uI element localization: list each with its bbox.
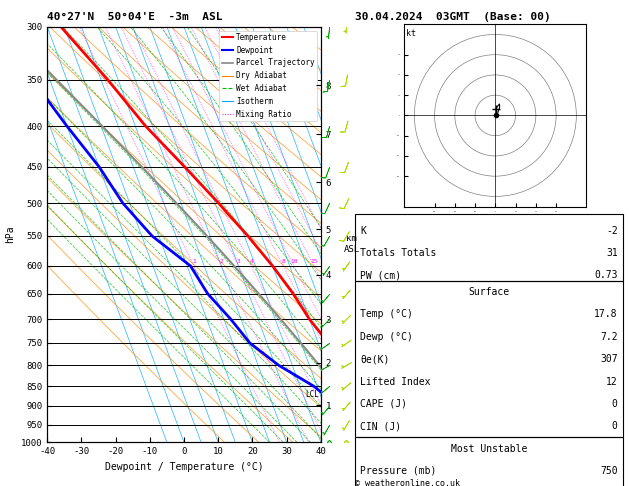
Text: © weatheronline.co.uk: © weatheronline.co.uk: [355, 479, 460, 486]
Text: 0: 0: [612, 421, 618, 431]
Text: 10: 10: [290, 259, 298, 263]
Text: 2: 2: [220, 259, 223, 263]
Text: 307: 307: [600, 354, 618, 364]
Text: CAPE (J): CAPE (J): [360, 399, 408, 409]
Text: 30.04.2024  03GMT  (Base: 00): 30.04.2024 03GMT (Base: 00): [355, 12, 551, 22]
Text: 4: 4: [249, 259, 253, 263]
Text: Surface: Surface: [469, 287, 509, 297]
Text: Lifted Index: Lifted Index: [360, 377, 431, 386]
Text: 0.73: 0.73: [594, 270, 618, 280]
Text: 12: 12: [606, 377, 618, 386]
Text: 750: 750: [600, 466, 618, 476]
Text: θe(K): θe(K): [360, 354, 390, 364]
Y-axis label: hPa: hPa: [5, 226, 15, 243]
Text: 15: 15: [310, 259, 318, 263]
Text: 8: 8: [281, 259, 285, 263]
Text: 17.8: 17.8: [594, 310, 618, 319]
Text: -2: -2: [606, 226, 618, 236]
X-axis label: Dewpoint / Temperature (°C): Dewpoint / Temperature (°C): [104, 462, 264, 472]
Text: CIN (J): CIN (J): [360, 421, 401, 431]
Text: 7.2: 7.2: [600, 332, 618, 342]
Text: Totals Totals: Totals Totals: [360, 248, 437, 258]
Text: LCL: LCL: [305, 390, 319, 399]
Text: Pressure (mb): Pressure (mb): [360, 466, 437, 476]
Text: 3: 3: [237, 259, 240, 263]
Text: Most Unstable: Most Unstable: [451, 444, 527, 453]
Text: Dewp (°C): Dewp (°C): [360, 332, 413, 342]
Text: Temp (°C): Temp (°C): [360, 310, 413, 319]
Text: kt: kt: [406, 30, 416, 38]
Text: 1: 1: [192, 259, 196, 263]
Text: 31: 31: [606, 248, 618, 258]
Text: K: K: [360, 226, 366, 236]
Legend: Temperature, Dewpoint, Parcel Trajectory, Dry Adiabat, Wet Adiabat, Isotherm, Mi: Temperature, Dewpoint, Parcel Trajectory…: [220, 31, 317, 121]
Text: 0: 0: [612, 399, 618, 409]
Text: 40°27'N  50°04'E  -3m  ASL: 40°27'N 50°04'E -3m ASL: [47, 12, 223, 22]
Y-axis label: km
ASL: km ASL: [344, 235, 360, 254]
Text: PW (cm): PW (cm): [360, 270, 401, 280]
